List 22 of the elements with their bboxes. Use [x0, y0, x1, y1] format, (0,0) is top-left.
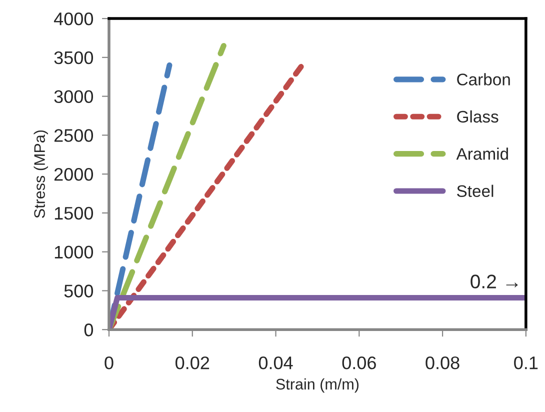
x-tick-label: 0.02 — [176, 356, 210, 370]
legend-label: Steel — [457, 184, 494, 198]
legend-label: Aramid — [456, 148, 508, 160]
y-tick-label: 0 — [84, 324, 94, 336]
y-tick-label: 4000 — [54, 12, 94, 26]
legend-label: Carbon — [457, 73, 510, 86]
y-tick-label: 3500 — [54, 51, 94, 64]
legend-label: Glass — [457, 110, 498, 123]
x-tick-label: 0.04 — [258, 356, 293, 370]
y-tick-label: 3000 — [54, 90, 94, 104]
y-axis-title: Stress (MPa) — [34, 130, 48, 218]
x-tick-label: 0.08 — [426, 356, 460, 370]
y-tick-label: 500 — [64, 284, 94, 298]
y-tick-label: 2500 — [54, 129, 94, 142]
x-axis-title: Strain (m/m) — [276, 378, 359, 393]
x-tick-label: 0 — [104, 356, 114, 370]
x-tick-label: 0.06 — [342, 356, 376, 370]
x-tick-label: 0.1 — [514, 356, 538, 370]
y-tick-label: 1500 — [54, 206, 94, 220]
y-tick-label: 1000 — [54, 246, 94, 259]
y-tick-label: 2000 — [54, 168, 94, 181]
annotation: 0.2 → — [470, 274, 518, 288]
